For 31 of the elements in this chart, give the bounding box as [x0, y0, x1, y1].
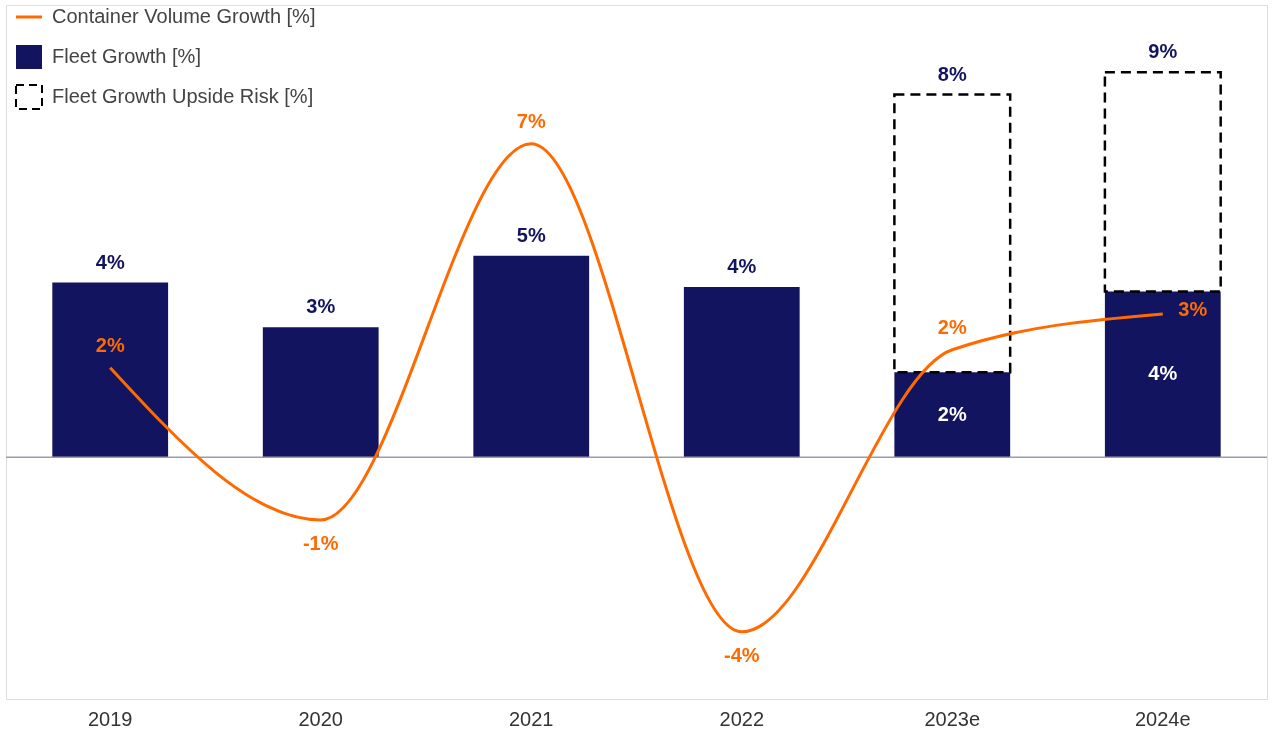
data-label: 5% — [516, 223, 546, 246]
bar — [894, 372, 1011, 458]
bar — [893, 93, 1012, 374]
data-label: -4% — [723, 643, 760, 666]
bar — [1103, 70, 1222, 293]
x-tick-label: 2019 — [87, 707, 133, 730]
total-label: 8% — [937, 62, 967, 85]
bar — [683, 287, 800, 458]
data-label: 2% — [937, 315, 967, 338]
data-label: 3% — [306, 295, 336, 318]
x-tick-label: 2022 — [719, 707, 765, 730]
legend-label: Container Volume Growth [%] — [52, 5, 316, 27]
bar — [473, 255, 590, 458]
data-label: 7% — [516, 109, 546, 132]
legend-label: Fleet Growth Upside Risk [%] — [52, 85, 314, 107]
data-label: 2% — [937, 402, 967, 425]
data-label: 3% — [1178, 297, 1208, 320]
x-tick-label: 2023e — [924, 707, 981, 730]
x-tick-label: 2021 — [508, 707, 554, 730]
legend-label: Fleet Growth [%] — [52, 45, 201, 67]
x-tick-label: 2024e — [1134, 707, 1191, 730]
x-tick-label: 2020 — [298, 707, 343, 730]
data-label: -1% — [302, 531, 339, 554]
data-label: 4% — [1148, 362, 1178, 385]
data-label: 2% — [95, 333, 125, 356]
data-label: 4% — [727, 255, 757, 278]
total-label: 9% — [1148, 40, 1178, 63]
bar — [1104, 291, 1221, 458]
data-label: 4% — [95, 250, 125, 273]
bar — [262, 327, 379, 458]
bar — [52, 282, 169, 458]
